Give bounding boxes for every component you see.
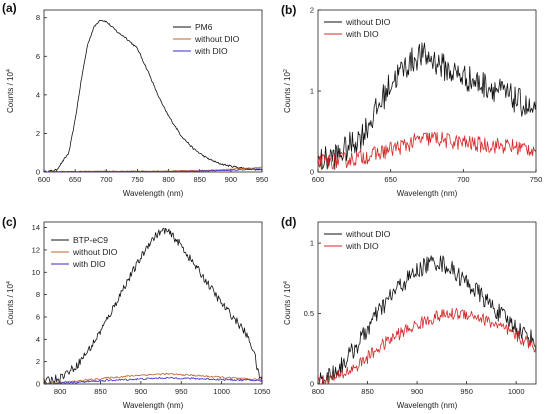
panel-a: (a) 600 650 700 750 800 850 900 950 0 2 4 6 8 Wavele… [2, 1, 268, 198]
panel-a-label: (a) [2, 1, 17, 15]
series-line-without-dio [43, 372, 263, 385]
legend-label-with-dio: with DIO [345, 29, 379, 39]
y-tick-label: 8 [36, 290, 40, 299]
y-tick-label: 0 [310, 380, 314, 389]
legend-label-pm6: PM6 [195, 22, 213, 32]
x-tick-label: 1000 [213, 387, 230, 396]
x-tick-label: 900 [135, 387, 148, 396]
y-tick-label: 10 [32, 268, 40, 277]
panel-d-series [317, 255, 537, 385]
series-line-with-dio [43, 376, 263, 385]
panel-d-legend: without DIO with DIO [324, 229, 391, 251]
x-tick-label: 1000 [508, 387, 525, 396]
x-tick-label: 650 [384, 175, 397, 184]
legend-label-with-dio: with DIO [345, 241, 379, 251]
panel-b: (b) 600 650 700 750 0 1 2 Wavelength (nm) Coun… [281, 3, 542, 198]
legend-label-without-dio: without DIO [345, 229, 391, 239]
y-tick-label: 6 [36, 52, 40, 61]
x-tick-label: 600 [312, 175, 325, 184]
x-tick-label: 700 [457, 175, 470, 184]
panel-b-ticks: 600 650 700 750 0 1 2 [310, 6, 542, 185]
panel-c-ylabel: Counts / 104 [6, 281, 15, 325]
x-tick-label: 650 [69, 175, 82, 184]
y-tick-label: 2 [310, 6, 314, 15]
y-tick-label: 14 [32, 223, 40, 232]
legend-label-without-dio: without DIO [194, 34, 240, 44]
x-tick-label: 900 [411, 387, 424, 396]
y-tick-label: 0 [310, 168, 314, 177]
x-tick-label: 800 [312, 387, 325, 396]
series-line-without-dio [318, 255, 537, 385]
series-line-with-dio [317, 131, 537, 171]
series-line-pm6 [43, 19, 263, 173]
legend-label-without-dio: without DIO [72, 247, 118, 257]
panel-d: (d) 800 850 900 950 1000 0 0.5 1 Wavelength (nm… [281, 215, 537, 410]
y-tick-label: 2 [36, 357, 40, 366]
panel-c-label: (c) [2, 215, 17, 229]
panel-d-xlabel: Wavelength (nm) [397, 401, 458, 410]
x-tick-label: 950 [256, 175, 269, 184]
legend-label-with-dio: with DIO [194, 46, 228, 56]
x-tick-label: 950 [175, 387, 188, 396]
x-tick-label: 750 [131, 175, 144, 184]
panel-a-legend: PM6 without DIO with DIO [173, 22, 240, 56]
legend-label-without-dio: without DIO [345, 17, 391, 27]
panel-a-ylabel: Counts / 104 [6, 69, 15, 113]
y-tick-label: 2 [36, 129, 40, 138]
panel-d-ticks: 800 850 900 950 1000 0 0.5 1 [304, 239, 525, 396]
panel-b-label: (b) [281, 3, 296, 17]
panel-d-ylabel: Counts / 104 [283, 281, 292, 325]
series-line-without-dio [43, 166, 263, 173]
panel-b-xlabel: Wavelength (nm) [397, 189, 458, 198]
x-tick-label: 700 [100, 175, 113, 184]
y-tick-label: 1 [310, 87, 314, 96]
series-line-with-dio [317, 307, 537, 385]
panel-c-ticks: 800 850 900 950 1000 1050 0 2 4 6 8 10 12 14 [32, 223, 271, 396]
x-tick-label: 800 [54, 387, 67, 396]
y-tick-label: 1 [310, 239, 314, 248]
x-tick-label: 750 [530, 175, 543, 184]
panel-d-label: (d) [281, 215, 296, 229]
y-tick-label: 8 [36, 13, 40, 22]
panel-b-series [317, 42, 537, 171]
x-tick-label: 950 [460, 387, 473, 396]
x-tick-label: 800 [162, 175, 175, 184]
panel-c-frame [43, 221, 263, 385]
series-line-with-dio [43, 168, 263, 173]
panel-c-xlabel: Wavelength (nm) [123, 401, 184, 410]
panel-b-legend: without DIO with DIO [324, 17, 391, 39]
y-tick-label: 12 [32, 245, 40, 254]
y-tick-label: 0 [36, 380, 40, 389]
panel-b-ylabel: Counts / 102 [283, 69, 292, 113]
series-line-btp-ec9 [43, 227, 263, 385]
legend-label-btp-ec9: BTP-eC9 [73, 235, 108, 245]
x-tick-label: 850 [193, 175, 206, 184]
y-tick-label: 0 [36, 168, 40, 177]
panel-c: (c) 800 850 900 950 1000 1050 0 2 4 6 8 10 12 14 Wave… [2, 215, 270, 410]
y-tick-label: 0.5 [304, 309, 314, 318]
panel-c-series [43, 227, 263, 385]
series-line-without-dio [317, 42, 537, 170]
x-tick-label: 850 [94, 387, 107, 396]
x-tick-label: 900 [225, 175, 238, 184]
panel-d-frame [317, 221, 537, 385]
y-tick-label: 4 [36, 90, 40, 99]
y-tick-label: 6 [36, 312, 40, 321]
x-tick-label: 850 [361, 387, 374, 396]
panel-a-series [43, 19, 263, 173]
panel-c-legend: BTP-eC9 without DIO with DIO [51, 235, 118, 269]
x-tick-label: 1050 [254, 387, 271, 396]
y-tick-label: 4 [36, 335, 40, 344]
x-tick-label: 600 [38, 175, 51, 184]
panel-a-xlabel: Wavelength (nm) [123, 189, 184, 198]
legend-label-with-dio: with DIO [72, 259, 106, 269]
